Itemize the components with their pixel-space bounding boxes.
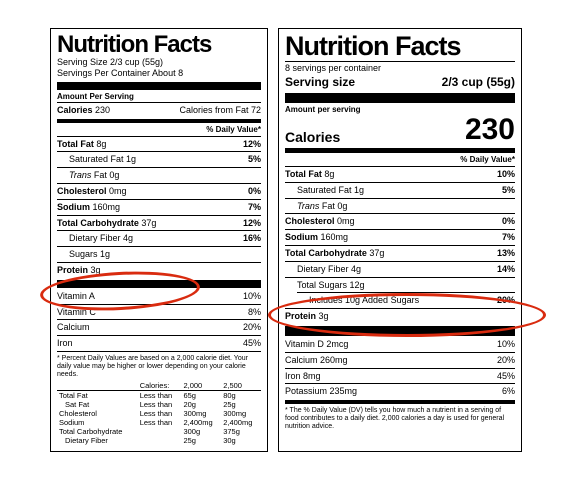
r-carb-lbl: Total Carbohydrate	[285, 248, 367, 258]
calcium-dv: 20%	[243, 322, 261, 333]
r-iron-dv: 45%	[497, 371, 515, 382]
r-added-sugars-lbl: Includes 10g Added Sugars	[309, 295, 419, 306]
total-fat-lbl: Total Fat	[57, 139, 94, 149]
r-added-sugars-dv: 20%	[497, 295, 515, 306]
chol-lbl: Cholesterol	[57, 186, 107, 196]
r-calcium-dv: 20%	[497, 355, 515, 366]
r-fiber-lbl: Dietary Fiber 4g	[297, 264, 361, 275]
vit-a-dv: 10%	[243, 291, 261, 302]
nutrition-label-new: Nutrition Facts 8 servings per container…	[278, 28, 522, 452]
r-total-fat-lbl: Total Fat	[285, 169, 322, 179]
serving-size-old: Serving Size 2/3 cup (55g)	[57, 57, 261, 68]
r-fiber-dv: 14%	[497, 264, 515, 275]
r-chol-lbl: Cholesterol	[285, 216, 335, 226]
r-carb-amt: 37g	[369, 248, 384, 258]
r-vitd-dv: 10%	[497, 339, 515, 350]
r-vitd-lbl: Vitamin D 2mcg	[285, 339, 348, 350]
r-iron-lbl: Iron 8mg	[285, 371, 321, 382]
r-protein-lbl: Protein	[285, 311, 316, 321]
r-carb-dv: 13%	[497, 248, 515, 259]
r-sodium-amt: 160mg	[321, 232, 349, 242]
amount-per-old: Amount Per Serving	[57, 92, 261, 102]
calories-lbl-old: Calories	[57, 105, 93, 115]
sugars-lbl: Sugars 1g	[69, 249, 110, 260]
carb-dv: 12%	[243, 218, 261, 229]
dv-header-new: % Daily Value*	[285, 155, 515, 165]
vit-c-dv: 8%	[248, 307, 261, 318]
r-sodium-dv: 7%	[502, 232, 515, 243]
sodium-amt: 160mg	[93, 202, 121, 212]
dv-header-old: % Daily Value*	[57, 125, 261, 135]
carb-amt: 37g	[141, 218, 156, 228]
sat-fat-lbl: Saturated Fat 1g	[69, 154, 136, 165]
servings-per-old: Servings Per Container About 8	[57, 68, 261, 79]
total-fat-dv: 12%	[243, 139, 261, 150]
r-total-fat-amt: 8g	[324, 169, 334, 179]
r-potassium-lbl: Potassium 235mg	[285, 386, 357, 397]
calories-val-new: 230	[465, 115, 515, 145]
sat-fat-dv: 5%	[248, 154, 261, 165]
nutrition-label-old: Nutrition Facts Serving Size 2/3 cup (55…	[50, 28, 268, 452]
footnote-new: * The % Daily Value (DV) tells you how m…	[285, 407, 515, 431]
footnote-old: * Percent Daily Values are based on a 2,…	[57, 355, 261, 379]
r-total-fat-dv: 10%	[497, 169, 515, 180]
vit-c-lbl: Vitamin C	[57, 307, 96, 318]
labels-container: Nutrition Facts Serving Size 2/3 cup (55…	[50, 28, 522, 452]
r-sodium-lbl: Sodium	[285, 232, 318, 242]
r-sat-fat-lbl: Saturated Fat 1g	[297, 185, 364, 196]
calories-lbl-new: Calories	[285, 129, 340, 145]
r-calcium-lbl: Calcium 260mg	[285, 355, 348, 366]
r-total-sugars-lbl: Total Sugars 12g	[297, 280, 365, 291]
protein-amt: 3g	[91, 265, 101, 275]
r-chol-amt: 0mg	[337, 216, 355, 226]
calcium-lbl: Calcium	[57, 322, 90, 333]
serving-size-lbl: Serving size	[285, 75, 355, 89]
sodium-lbl: Sodium	[57, 202, 90, 212]
iron-lbl: Iron	[57, 338, 73, 349]
sodium-dv: 7%	[248, 202, 261, 213]
r-chol-dv: 0%	[502, 216, 515, 227]
r-protein-amt: 3g	[319, 311, 329, 321]
title-new: Nutrition Facts	[285, 33, 515, 60]
r-sat-fat-dv: 5%	[502, 185, 515, 196]
r-potassium-dv: 6%	[502, 386, 515, 397]
cal-from-fat: Calories from Fat 72	[179, 105, 261, 116]
servings-per-new: 8 servings per container	[285, 63, 515, 74]
fiber-lbl: Dietary Fiber 4g	[69, 233, 133, 244]
footer-table: Calories:2,0002,500 Total FatLess than65…	[57, 381, 261, 445]
iron-dv: 45%	[243, 338, 261, 349]
chol-amt: 0mg	[109, 186, 127, 196]
protein-lbl: Protein	[57, 265, 88, 275]
total-fat-amt: 8g	[96, 139, 106, 149]
fiber-dv: 16%	[243, 233, 261, 244]
carb-lbl: Total Carbohydrate	[57, 218, 139, 228]
vit-a-lbl: Vitamin A	[57, 291, 95, 302]
serving-size-val: 2/3 cup (55g)	[442, 75, 515, 89]
chol-dv: 0%	[248, 186, 261, 197]
title-old: Nutrition Facts	[57, 33, 261, 57]
calories-val-old: 230	[95, 105, 110, 115]
